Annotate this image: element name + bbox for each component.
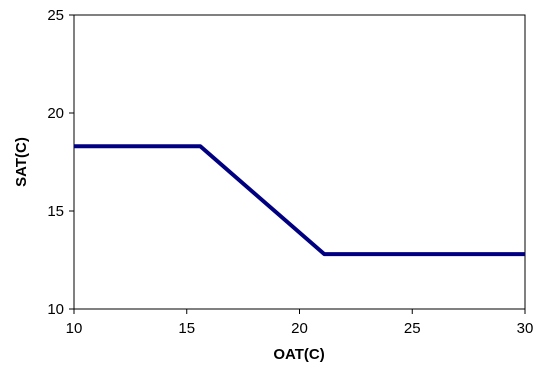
y-tick-label: 15 xyxy=(47,203,64,220)
series-layer xyxy=(74,144,525,257)
series-line xyxy=(74,144,525,257)
x-tick-label: 20 xyxy=(291,320,308,337)
y-tick-label: 10 xyxy=(47,301,64,318)
x-axis-ticks: 10 15 20 25 30 xyxy=(66,309,534,337)
y-tick-label: 25 xyxy=(47,7,64,24)
y-tick-label: 20 xyxy=(47,105,64,122)
x-tick-label: 15 xyxy=(178,320,195,337)
y-axis-label: SAT(C) xyxy=(13,137,30,187)
x-axis-label: OAT(C) xyxy=(273,346,324,363)
y-axis-ticks: 10 15 20 25 xyxy=(47,7,74,318)
x-tick-label: 25 xyxy=(404,320,421,337)
x-tick-label: 10 xyxy=(66,320,83,337)
x-tick-label: 30 xyxy=(517,320,534,337)
plot-area xyxy=(73,14,526,310)
